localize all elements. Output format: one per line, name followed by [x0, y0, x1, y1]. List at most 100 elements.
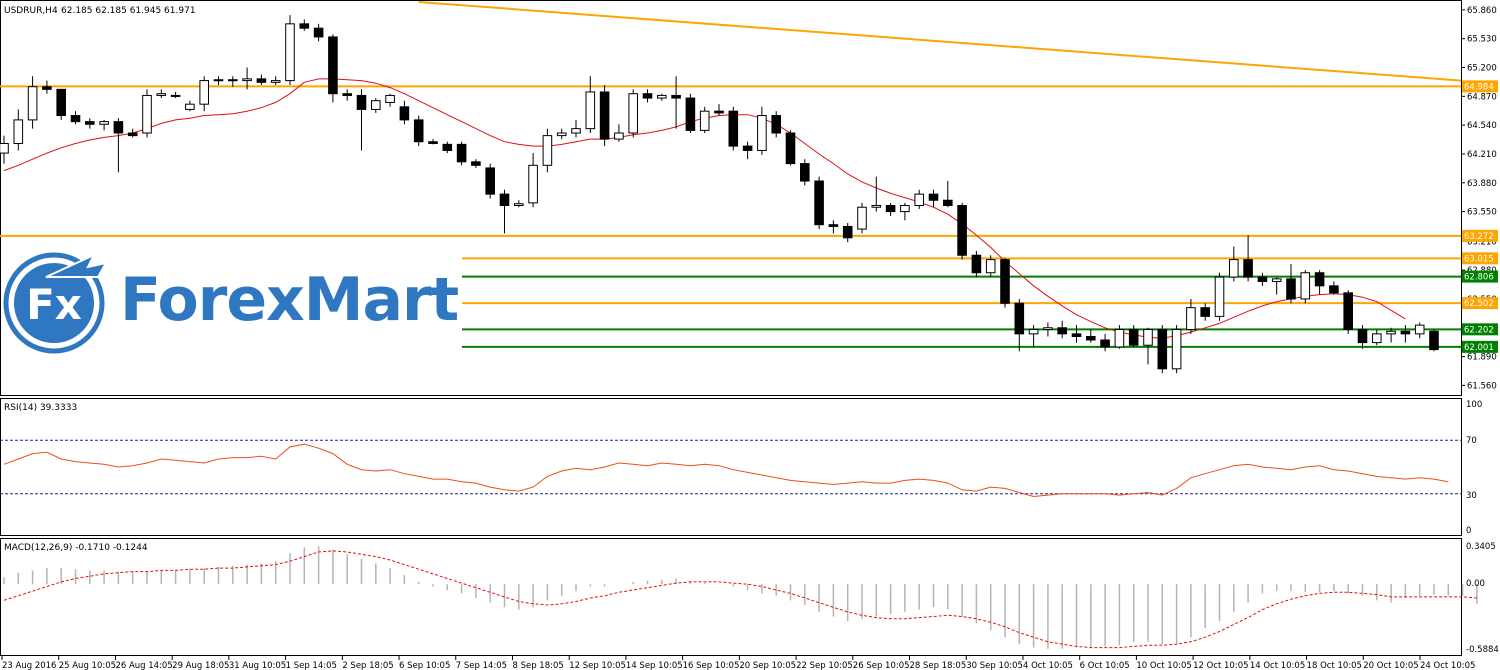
candle-body: [1086, 335, 1096, 341]
macd-level-bottom: -0.5884: [1466, 645, 1499, 655]
candle: [256, 74, 267, 85]
candle: [56, 88, 66, 120]
candle: [499, 189, 510, 234]
candle: [1000, 257, 1010, 308]
candle-body: [1186, 307, 1196, 330]
candle: [485, 163, 495, 199]
candle-body: [270, 80, 281, 83]
rsi-level-100: 100: [1466, 400, 1482, 410]
candle: [985, 255, 996, 278]
candle: [1357, 325, 1368, 349]
time-tick-label: 23 Aug 2016: [2, 661, 56, 670]
candle: [1028, 325, 1039, 347]
candle: [127, 128, 138, 138]
candle: [70, 111, 81, 125]
candle-body: [528, 164, 538, 204]
candle: [242, 67, 252, 90]
candle-body: [85, 121, 95, 125]
price-tick-label: 64.870: [1467, 92, 1497, 102]
candle-body: [1157, 329, 1168, 370]
candle-body: [1286, 278, 1296, 300]
candle: [1143, 327, 1153, 365]
candle: [413, 115, 424, 147]
candle-body: [1114, 329, 1125, 348]
time-tick-label: 6 Sep 10:05: [399, 661, 450, 670]
time-tick-label: 25 Aug 10:05: [59, 661, 116, 670]
time-tick-label: 4 Oct 10:05: [1023, 661, 1073, 670]
horizontal-level-label: 62.001: [1464, 343, 1494, 353]
candle-body: [485, 167, 495, 195]
time-axis: 23 Aug 2016 25 Aug 10:05 26 Aug 14:05 29 Au…: [1, 656, 1475, 670]
candle-body: [299, 23, 310, 29]
chart-header-symbol: USDRUR,H4: [4, 6, 58, 16]
candle-body: [971, 254, 982, 274]
time-tick-label: 10 Oct 10:05: [1136, 661, 1191, 670]
rsi-indicator: [0, 439, 1461, 498]
candle: [1043, 322, 1053, 337]
candlesticks: [0, 15, 1439, 374]
candle: [943, 181, 953, 208]
time-tick-label: 31 Aug 10:05: [229, 661, 286, 670]
horizontal-level-label: 62.806: [1464, 273, 1494, 283]
candle-body: [399, 106, 410, 121]
candle: [728, 106, 739, 151]
price-tick-label: 65.860: [1467, 6, 1497, 16]
candle: [1414, 322, 1425, 339]
candle: [642, 89, 653, 103]
candle: [399, 100, 410, 125]
macd-level-zero: 0.00: [1466, 579, 1485, 589]
level-price-labels: 64.984 63.272 63.015 62.806 62.502 62.202 62.0…: [1462, 80, 1498, 353]
candle-body: [914, 193, 924, 206]
candle-body: [1357, 329, 1368, 344]
candle: [1243, 235, 1253, 282]
candle-body: [70, 115, 81, 123]
trendline-segment: [418, 1, 1462, 82]
candle: [85, 118, 95, 129]
candle-body: [871, 204, 882, 208]
candle: [442, 141, 453, 154]
trendline: [418, 1, 1462, 82]
time-tick-label: 30 Sep 10:05: [966, 661, 1023, 670]
candle-body: [771, 115, 781, 134]
candle-body: [542, 135, 553, 166]
candle-body: [571, 128, 581, 134]
candle-body: [199, 80, 209, 105]
candle: [170, 91, 181, 99]
candle-body: [1071, 333, 1082, 337]
candle-body: [471, 161, 481, 166]
macd-indicator: [3, 546, 1478, 649]
price-tick-label: 65.530: [1467, 35, 1497, 45]
chart-header-ohlc: 62.185 62.185 61.945 61.971: [61, 6, 196, 16]
time-tick-label: 29 Aug 18:05: [172, 661, 229, 670]
candle-body: [742, 145, 753, 151]
candle: [471, 159, 481, 168]
candle: [599, 84, 610, 147]
candle-body: [13, 119, 24, 144]
candle: [1114, 325, 1125, 349]
candle-body: [685, 97, 696, 131]
horizontal-level-label-bg: [1462, 229, 1498, 242]
candle: [885, 202, 896, 216]
candle: [828, 220, 839, 234]
time-tick-label: 1 Sep 14:05: [286, 661, 337, 670]
candle-body: [1300, 272, 1311, 300]
candle: [785, 130, 796, 166]
candle-body: [642, 93, 653, 99]
candle: [356, 89, 367, 151]
candle-body: [1343, 292, 1353, 331]
candle-body: [313, 27, 324, 38]
time-tick-label: 20 Oct 10:05: [1363, 661, 1418, 670]
candle-body: [456, 143, 467, 163]
horizontal-levels: [0, 85, 1461, 348]
candle: [757, 106, 767, 155]
candle-body: [1143, 329, 1153, 346]
candle: [1386, 327, 1396, 343]
rsi-level-70: 70: [1466, 436, 1477, 446]
candle-body: [127, 132, 138, 137]
candle: [900, 202, 910, 221]
candle-body: [256, 78, 267, 83]
candle: [957, 202, 967, 260]
horizontal-level-label: 63.272: [1464, 232, 1494, 242]
candle: [1200, 303, 1210, 321]
candle: [971, 250, 982, 278]
